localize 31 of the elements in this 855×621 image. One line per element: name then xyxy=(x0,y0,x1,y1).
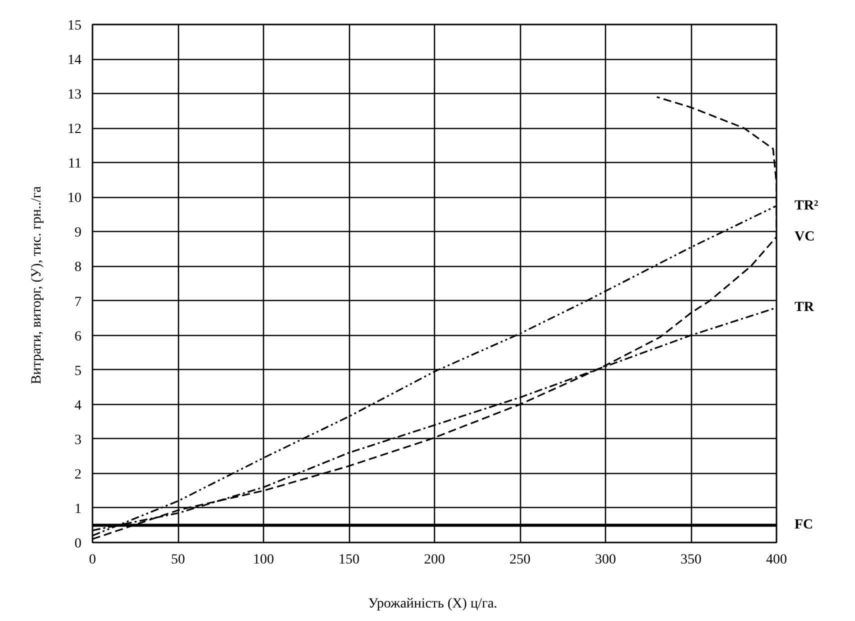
x-tick-label: 50 xyxy=(171,552,185,568)
x-tick-label: 100 xyxy=(253,552,274,568)
y-tick-label: 12 xyxy=(68,122,82,138)
y-tick-label: 2 xyxy=(74,467,82,482)
x-axis-title: Урожайність (X) ц/га. xyxy=(368,596,498,612)
series-label: VC xyxy=(794,229,815,244)
y-tick-label: 11 xyxy=(68,156,82,172)
y-tick-label: 4 xyxy=(74,398,82,414)
y-tick-label: 0 xyxy=(74,536,82,552)
y-tick-label: 7 xyxy=(74,294,82,310)
x-tick-label: 200 xyxy=(424,552,445,568)
y-tick-label: 14 xyxy=(68,53,82,68)
y-tick-label: 9 xyxy=(74,226,82,241)
y-tick-label: 15 xyxy=(68,18,82,34)
x-tick-label: 300 xyxy=(595,552,616,568)
y-tick-label: 10 xyxy=(68,191,82,206)
y-tick-label: 3 xyxy=(74,432,82,448)
y-axis-title: Витрати, виторг, (У), тис. грн../га xyxy=(30,186,44,384)
series-label: TR xyxy=(794,300,815,316)
y-tick-label: 6 xyxy=(74,329,82,344)
x-tick-label: 0 xyxy=(89,552,96,568)
y-tick-label: 8 xyxy=(74,260,82,276)
series-label: FC xyxy=(794,518,814,533)
series-label: TR² xyxy=(794,198,818,214)
x-tick-label: 150 xyxy=(338,552,360,568)
x-tick-label: 350 xyxy=(680,552,702,568)
y-tick-label: 1 xyxy=(74,502,82,517)
y-tick-label: 5 xyxy=(74,364,82,379)
x-tick-label: 400 xyxy=(766,552,787,568)
x-tick-label: 250 xyxy=(510,552,530,568)
y-tick-label: 13 xyxy=(68,88,82,103)
